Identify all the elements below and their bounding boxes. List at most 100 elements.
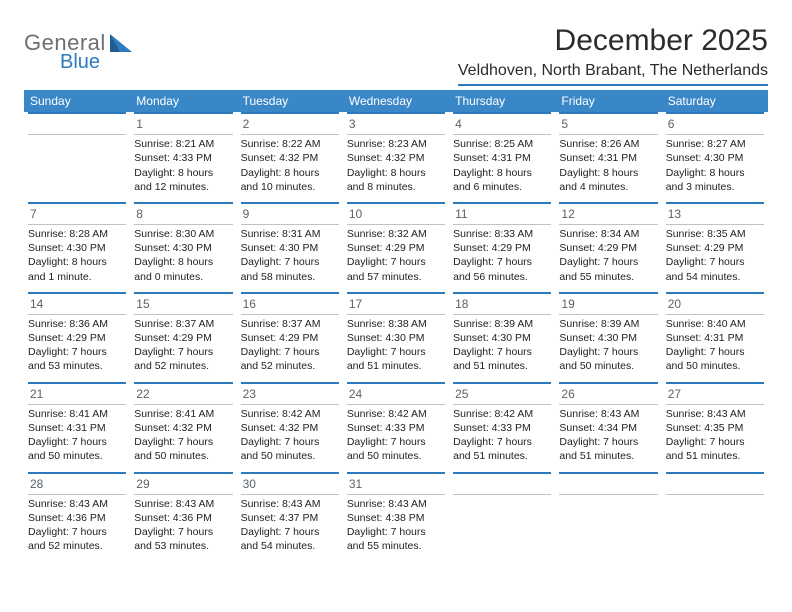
day-number: 3 xyxy=(347,112,445,135)
calendar-week-row: 21Sunrise: 8:41 AMSunset: 4:31 PMDayligh… xyxy=(24,382,768,472)
day-number: 31 xyxy=(347,472,445,495)
sunrise-text: Sunrise: 8:35 AM xyxy=(666,227,764,241)
calendar-day-cell: 28Sunrise: 8:43 AMSunset: 4:36 PMDayligh… xyxy=(24,472,130,562)
sunrise-text: Sunrise: 8:43 AM xyxy=(28,497,126,511)
calendar-day-cell: 2Sunrise: 8:22 AMSunset: 4:32 PMDaylight… xyxy=(237,112,343,202)
calendar-day-cell xyxy=(449,472,555,562)
triangle-icon xyxy=(110,34,132,57)
month-title: December 2025 xyxy=(458,24,768,58)
daylight-text: Daylight: 7 hours and 50 minutes. xyxy=(28,435,126,463)
calendar-day-cell: 4Sunrise: 8:25 AMSunset: 4:31 PMDaylight… xyxy=(449,112,555,202)
day-number: 16 xyxy=(241,292,339,315)
sunrise-text: Sunrise: 8:31 AM xyxy=(241,227,339,241)
calendar-day-cell: 19Sunrise: 8:39 AMSunset: 4:30 PMDayligh… xyxy=(555,292,661,382)
sunset-text: Sunset: 4:31 PM xyxy=(453,151,551,165)
sunset-text: Sunset: 4:29 PM xyxy=(559,241,657,255)
sunset-text: Sunset: 4:36 PM xyxy=(28,511,126,525)
calendar-day-cell: 25Sunrise: 8:42 AMSunset: 4:33 PMDayligh… xyxy=(449,382,555,472)
calendar-day-cell: 26Sunrise: 8:43 AMSunset: 4:34 PMDayligh… xyxy=(555,382,661,472)
calendar-day-cell: 17Sunrise: 8:38 AMSunset: 4:30 PMDayligh… xyxy=(343,292,449,382)
logo-blue-text: Blue xyxy=(24,52,106,72)
weekday-header: Saturday xyxy=(662,90,768,112)
calendar-day-cell: 18Sunrise: 8:39 AMSunset: 4:30 PMDayligh… xyxy=(449,292,555,382)
sunrise-text: Sunrise: 8:36 AM xyxy=(28,317,126,331)
day-number xyxy=(453,472,551,495)
calendar-day-cell: 3Sunrise: 8:23 AMSunset: 4:32 PMDaylight… xyxy=(343,112,449,202)
daylight-text: Daylight: 7 hours and 55 minutes. xyxy=(347,525,445,553)
daylight-text: Daylight: 7 hours and 50 minutes. xyxy=(559,345,657,373)
calendar-day-cell: 11Sunrise: 8:33 AMSunset: 4:29 PMDayligh… xyxy=(449,202,555,292)
sunset-text: Sunset: 4:30 PM xyxy=(559,331,657,345)
daylight-text: Daylight: 7 hours and 50 minutes. xyxy=(347,435,445,463)
sunrise-text: Sunrise: 8:23 AM xyxy=(347,137,445,151)
day-number: 20 xyxy=(666,292,764,315)
calendar-day-cell: 12Sunrise: 8:34 AMSunset: 4:29 PMDayligh… xyxy=(555,202,661,292)
day-number xyxy=(666,472,764,495)
day-number: 7 xyxy=(28,202,126,225)
calendar-table: SundayMondayTuesdayWednesdayThursdayFrid… xyxy=(24,90,768,561)
sunrise-text: Sunrise: 8:34 AM xyxy=(559,227,657,241)
sunrise-text: Sunrise: 8:26 AM xyxy=(559,137,657,151)
sunset-text: Sunset: 4:37 PM xyxy=(241,511,339,525)
daylight-text: Daylight: 7 hours and 51 minutes. xyxy=(666,435,764,463)
header: General Blue December 2025 Veldhoven, No… xyxy=(24,24,768,86)
daylight-text: Daylight: 8 hours and 0 minutes. xyxy=(134,255,232,283)
sunset-text: Sunset: 4:31 PM xyxy=(666,331,764,345)
day-number: 21 xyxy=(28,382,126,405)
sunset-text: Sunset: 4:32 PM xyxy=(134,421,232,435)
calendar-week-row: 7Sunrise: 8:28 AMSunset: 4:30 PMDaylight… xyxy=(24,202,768,292)
sunrise-text: Sunrise: 8:40 AM xyxy=(666,317,764,331)
sunrise-text: Sunrise: 8:43 AM xyxy=(666,407,764,421)
daylight-text: Daylight: 7 hours and 53 minutes. xyxy=(134,525,232,553)
calendar-day-cell: 8Sunrise: 8:30 AMSunset: 4:30 PMDaylight… xyxy=(130,202,236,292)
day-number: 24 xyxy=(347,382,445,405)
day-number xyxy=(559,472,657,495)
day-number: 29 xyxy=(134,472,232,495)
daylight-text: Daylight: 8 hours and 8 minutes. xyxy=(347,166,445,194)
day-number: 17 xyxy=(347,292,445,315)
daylight-text: Daylight: 8 hours and 1 minute. xyxy=(28,255,126,283)
sunrise-text: Sunrise: 8:42 AM xyxy=(241,407,339,421)
sunrise-text: Sunrise: 8:42 AM xyxy=(453,407,551,421)
weekday-header: Sunday xyxy=(24,90,130,112)
calendar-day-cell: 7Sunrise: 8:28 AMSunset: 4:30 PMDaylight… xyxy=(24,202,130,292)
sunrise-text: Sunrise: 8:22 AM xyxy=(241,137,339,151)
sunset-text: Sunset: 4:38 PM xyxy=(347,511,445,525)
day-number: 22 xyxy=(134,382,232,405)
day-number: 26 xyxy=(559,382,657,405)
daylight-text: Daylight: 7 hours and 50 minutes. xyxy=(666,345,764,373)
daylight-text: Daylight: 7 hours and 54 minutes. xyxy=(666,255,764,283)
daylight-text: Daylight: 7 hours and 55 minutes. xyxy=(559,255,657,283)
daylight-text: Daylight: 7 hours and 50 minutes. xyxy=(241,435,339,463)
sunrise-text: Sunrise: 8:43 AM xyxy=(347,497,445,511)
sunrise-text: Sunrise: 8:38 AM xyxy=(347,317,445,331)
sunrise-text: Sunrise: 8:27 AM xyxy=(666,137,764,151)
day-number: 5 xyxy=(559,112,657,135)
sunrise-text: Sunrise: 8:33 AM xyxy=(453,227,551,241)
calendar-day-cell: 30Sunrise: 8:43 AMSunset: 4:37 PMDayligh… xyxy=(237,472,343,562)
calendar-day-cell xyxy=(662,472,768,562)
weekday-header: Thursday xyxy=(449,90,555,112)
sunrise-text: Sunrise: 8:37 AM xyxy=(134,317,232,331)
calendar-head: SundayMondayTuesdayWednesdayThursdayFrid… xyxy=(24,90,768,112)
weekday-row: SundayMondayTuesdayWednesdayThursdayFrid… xyxy=(24,90,768,112)
daylight-text: Daylight: 7 hours and 51 minutes. xyxy=(453,435,551,463)
calendar-week-row: 14Sunrise: 8:36 AMSunset: 4:29 PMDayligh… xyxy=(24,292,768,382)
sunrise-text: Sunrise: 8:37 AM xyxy=(241,317,339,331)
title-block: December 2025 Veldhoven, North Brabant, … xyxy=(458,24,768,86)
day-number: 2 xyxy=(241,112,339,135)
logo-text: General Blue xyxy=(24,32,106,72)
weekday-header: Wednesday xyxy=(343,90,449,112)
sunset-text: Sunset: 4:36 PM xyxy=(134,511,232,525)
day-number: 13 xyxy=(666,202,764,225)
daylight-text: Daylight: 7 hours and 54 minutes. xyxy=(241,525,339,553)
sunset-text: Sunset: 4:30 PM xyxy=(453,331,551,345)
sunrise-text: Sunrise: 8:41 AM xyxy=(134,407,232,421)
calendar-day-cell: 9Sunrise: 8:31 AMSunset: 4:30 PMDaylight… xyxy=(237,202,343,292)
daylight-text: Daylight: 7 hours and 51 minutes. xyxy=(453,345,551,373)
sunrise-text: Sunrise: 8:30 AM xyxy=(134,227,232,241)
sunset-text: Sunset: 4:30 PM xyxy=(28,241,126,255)
daylight-text: Daylight: 8 hours and 12 minutes. xyxy=(134,166,232,194)
daylight-text: Daylight: 7 hours and 57 minutes. xyxy=(347,255,445,283)
sunset-text: Sunset: 4:31 PM xyxy=(559,151,657,165)
